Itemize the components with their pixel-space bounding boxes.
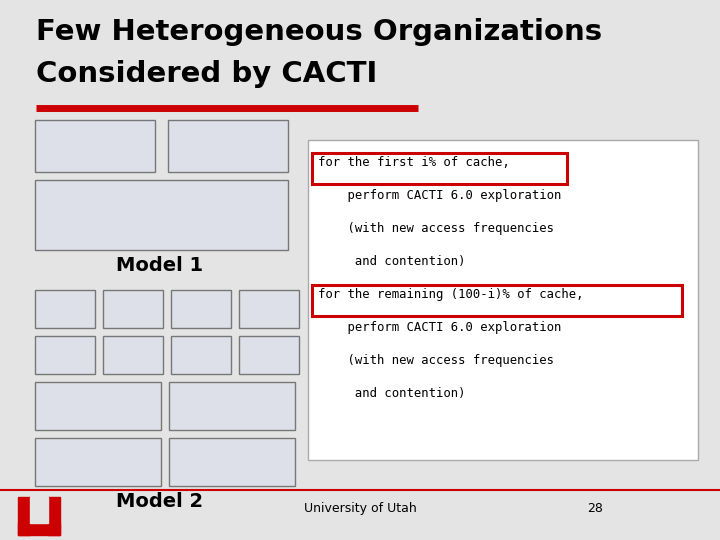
Bar xyxy=(103,336,163,374)
Text: perform CACTI 6.0 exploration: perform CACTI 6.0 exploration xyxy=(318,189,562,202)
Bar xyxy=(35,180,288,250)
Bar xyxy=(169,438,295,486)
Text: for the remaining (100-i)% of cache,: for the remaining (100-i)% of cache, xyxy=(318,288,583,301)
Text: for the first i% of cache,: for the first i% of cache, xyxy=(318,156,510,169)
Text: and contention): and contention) xyxy=(318,387,466,400)
Bar xyxy=(48,497,60,535)
Text: University of Utah: University of Utah xyxy=(304,502,416,515)
Bar xyxy=(35,290,95,328)
Text: 28: 28 xyxy=(587,502,603,515)
Text: Considered by CACTI: Considered by CACTI xyxy=(36,60,377,88)
Bar xyxy=(308,140,698,460)
Bar xyxy=(30,497,48,523)
Text: Few Heterogeneous Organizations: Few Heterogeneous Organizations xyxy=(36,18,602,46)
Text: (with new access frequencies: (with new access frequencies xyxy=(318,354,554,367)
Bar xyxy=(169,382,295,430)
Bar xyxy=(35,382,161,430)
Bar xyxy=(18,497,30,535)
Text: (with new access frequencies: (with new access frequencies xyxy=(318,222,554,235)
Bar xyxy=(312,153,567,184)
Bar xyxy=(35,438,161,486)
Text: and contention): and contention) xyxy=(318,255,466,268)
Bar xyxy=(35,336,95,374)
Text: Model 1: Model 1 xyxy=(117,256,204,275)
Bar xyxy=(239,290,299,328)
Bar xyxy=(171,290,231,328)
Bar xyxy=(35,120,155,172)
Text: Model 2: Model 2 xyxy=(117,492,204,511)
Bar xyxy=(103,290,163,328)
Bar xyxy=(168,120,288,172)
Bar xyxy=(171,336,231,374)
Bar xyxy=(312,285,682,316)
Bar xyxy=(239,336,299,374)
Text: perform CACTI 6.0 exploration: perform CACTI 6.0 exploration xyxy=(318,321,562,334)
Bar xyxy=(18,523,60,535)
